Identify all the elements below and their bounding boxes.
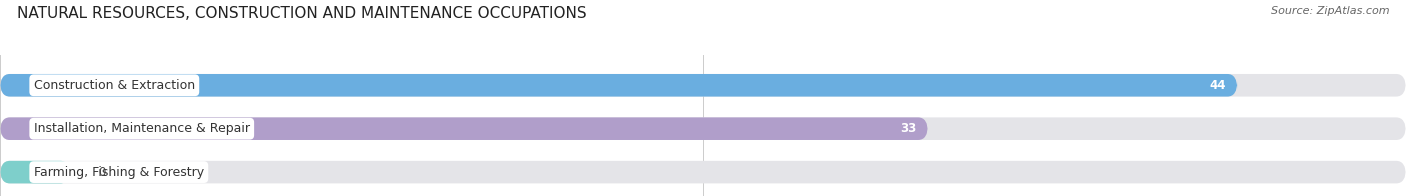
FancyBboxPatch shape — [0, 74, 1237, 97]
FancyBboxPatch shape — [0, 117, 928, 140]
FancyBboxPatch shape — [0, 74, 1406, 97]
Text: Farming, Fishing & Forestry: Farming, Fishing & Forestry — [34, 166, 204, 179]
Text: 44: 44 — [1209, 79, 1226, 92]
FancyBboxPatch shape — [0, 161, 70, 183]
Text: Source: ZipAtlas.com: Source: ZipAtlas.com — [1271, 6, 1389, 16]
Text: NATURAL RESOURCES, CONSTRUCTION AND MAINTENANCE OCCUPATIONS: NATURAL RESOURCES, CONSTRUCTION AND MAIN… — [17, 6, 586, 21]
FancyBboxPatch shape — [0, 117, 1406, 140]
Text: Construction & Extraction: Construction & Extraction — [34, 79, 195, 92]
FancyBboxPatch shape — [0, 161, 1406, 183]
Text: 0: 0 — [98, 166, 105, 179]
Text: Installation, Maintenance & Repair: Installation, Maintenance & Repair — [34, 122, 250, 135]
Text: 33: 33 — [900, 122, 917, 135]
